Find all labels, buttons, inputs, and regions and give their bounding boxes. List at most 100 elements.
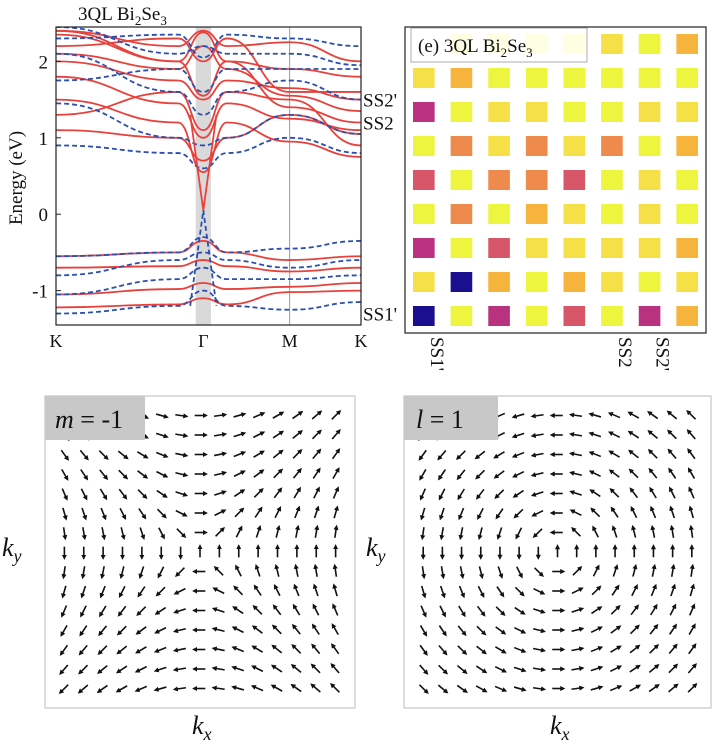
field-arrow bbox=[81, 527, 87, 541]
heatmap-cell bbox=[676, 34, 698, 54]
field-arrow bbox=[458, 605, 466, 618]
field-arrow bbox=[158, 527, 165, 540]
field-arrow bbox=[233, 489, 246, 498]
field-arrow bbox=[511, 413, 525, 419]
heatmap-cell bbox=[450, 204, 473, 224]
field-arrow bbox=[456, 665, 468, 674]
x-tick-label: K bbox=[355, 331, 368, 351]
field-arrow bbox=[312, 603, 320, 616]
field-arrow bbox=[231, 626, 244, 634]
field-arrow bbox=[59, 664, 69, 675]
field-arrow bbox=[456, 469, 466, 481]
heatmap-title: (e) 3QL Bi2Se3 bbox=[418, 36, 533, 60]
field-arrow bbox=[608, 431, 621, 439]
heatmap-title-box bbox=[410, 27, 588, 63]
band-structure-frame bbox=[55, 26, 362, 326]
field-arrow bbox=[476, 605, 486, 617]
field-arrow bbox=[649, 644, 660, 654]
field-arrow bbox=[648, 683, 660, 693]
field-arrow bbox=[476, 645, 487, 655]
field-arrow bbox=[686, 429, 696, 440]
field-arrow bbox=[533, 608, 546, 614]
field-arrow bbox=[79, 449, 89, 461]
field-arrow bbox=[172, 627, 186, 634]
field-arrow bbox=[231, 665, 245, 672]
dashed-band-3 bbox=[56, 289, 361, 315]
heatmap-cell bbox=[601, 102, 623, 122]
field-arrow bbox=[175, 471, 189, 478]
field-arrow bbox=[419, 664, 429, 675]
field-arrow bbox=[173, 587, 186, 595]
field-arrow bbox=[439, 507, 445, 521]
vector-field-m-label-box bbox=[45, 396, 145, 440]
field-arrow bbox=[571, 587, 584, 595]
heatmap-labels: SS1' SS2 SS2' bbox=[426, 337, 673, 371]
vector-field-l-x-label: kx bbox=[550, 711, 570, 744]
field-arrow bbox=[591, 606, 603, 615]
field-arrow bbox=[311, 623, 320, 635]
dirac-cone-lower bbox=[189, 210, 218, 307]
heatmap-cell bbox=[450, 306, 473, 326]
field-arrow bbox=[211, 607, 225, 613]
field-arrow bbox=[688, 603, 696, 616]
solid-band-12 bbox=[56, 31, 361, 78]
field-arrow bbox=[494, 489, 505, 499]
field-arrow bbox=[255, 525, 262, 538]
field-arrow bbox=[650, 524, 656, 538]
field-arrow bbox=[610, 625, 622, 634]
heatmap-cell bbox=[525, 272, 548, 292]
field-arrow bbox=[669, 524, 675, 538]
heatmap-cell bbox=[488, 238, 510, 258]
field-arrow bbox=[272, 449, 284, 459]
field-arrow bbox=[475, 685, 488, 693]
field-arrow bbox=[669, 486, 676, 499]
field-arrow bbox=[212, 587, 225, 595]
field-arrow bbox=[234, 507, 245, 518]
heatmap-cell bbox=[676, 68, 698, 88]
dashed-band-9 bbox=[56, 33, 361, 59]
field-arrow bbox=[649, 486, 657, 499]
field-arrow bbox=[608, 450, 621, 458]
field-arrow bbox=[458, 585, 465, 599]
field-arrow bbox=[610, 645, 622, 653]
field-arrow bbox=[477, 507, 484, 520]
heatmap-cell bbox=[638, 306, 661, 326]
solid-band-10 bbox=[56, 113, 361, 162]
heatmap-cell bbox=[413, 136, 435, 156]
field-arrow bbox=[532, 528, 543, 538]
heatmap-cell bbox=[676, 272, 698, 292]
field-arrow bbox=[119, 566, 125, 580]
field-arrow bbox=[455, 450, 466, 460]
heatmap-cell bbox=[601, 68, 623, 88]
field-arrow bbox=[629, 624, 640, 635]
heatmap-cell bbox=[525, 306, 548, 326]
heatmap-cell bbox=[488, 204, 510, 224]
field-arrow bbox=[475, 488, 485, 500]
dashed-band-0 bbox=[56, 236, 361, 258]
field-arrow bbox=[590, 685, 604, 691]
heatmap-cell bbox=[638, 204, 661, 224]
field-arrow bbox=[310, 683, 321, 693]
heatmap-cell bbox=[601, 170, 623, 190]
field-arrow bbox=[313, 486, 320, 499]
heatmap-cell bbox=[413, 238, 435, 258]
field-arrow bbox=[78, 664, 89, 675]
field-arrow bbox=[494, 646, 507, 654]
field-arrow bbox=[630, 506, 638, 519]
field-arrow bbox=[136, 451, 149, 459]
field-arrow bbox=[588, 412, 602, 418]
band-structure-ticks: -1 0 1 2 K Γ M K SS2'SS2 SS1' bbox=[32, 52, 397, 351]
field-arrow bbox=[99, 585, 106, 599]
x-tick-label: Γ bbox=[198, 331, 208, 351]
field-arrow bbox=[252, 604, 263, 615]
field-arrow bbox=[117, 450, 129, 460]
field-arrow bbox=[292, 429, 303, 440]
field-arrow bbox=[156, 508, 167, 519]
field-arrow bbox=[437, 684, 449, 694]
field-arrow bbox=[496, 586, 505, 598]
field-arrow bbox=[419, 488, 427, 501]
field-arrow bbox=[688, 524, 694, 538]
field-arrow bbox=[116, 645, 128, 655]
field-arrow bbox=[511, 451, 525, 458]
field-arrow bbox=[611, 584, 620, 596]
